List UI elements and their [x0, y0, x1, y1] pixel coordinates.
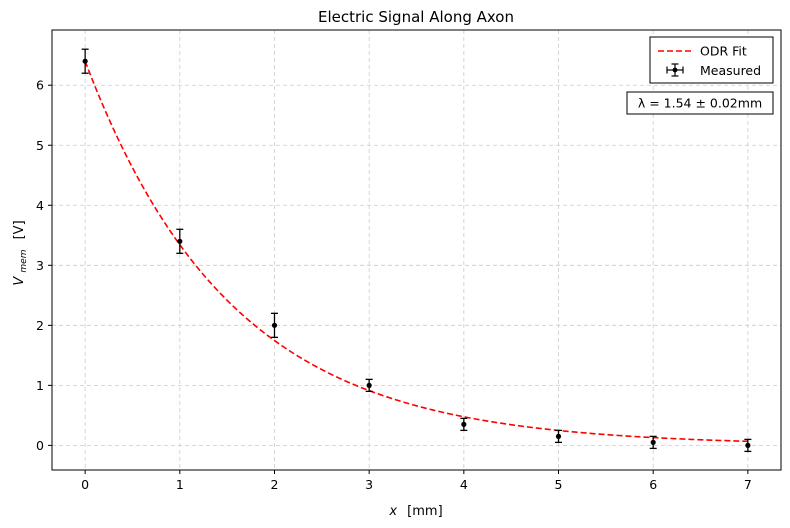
data-points-layer — [81, 48, 752, 453]
legend-measured-label: Measured — [700, 63, 761, 78]
y-axis-unit: [V] — [12, 220, 27, 239]
data-marker — [555, 433, 562, 439]
x-tick-label: 1 — [176, 477, 184, 492]
data-marker — [650, 439, 656, 445]
x-tick-label: 7 — [744, 477, 752, 492]
x-axis-variable: x — [388, 504, 397, 519]
x-axis-label: x [mm] — [388, 504, 442, 519]
y-axis-label: V mem [V] — [12, 220, 30, 285]
x-tick-label: 2 — [271, 477, 279, 492]
data-marker — [177, 238, 183, 244]
x-tick-label: 6 — [649, 477, 657, 492]
data-point — [176, 228, 184, 254]
fit-curve — [84, 60, 748, 443]
y-tick-label: 4 — [36, 198, 44, 213]
data-point — [460, 417, 468, 432]
y-tick-label: 0 — [36, 438, 44, 453]
data-point — [270, 312, 278, 338]
y-axis-subscript: mem — [19, 249, 29, 272]
annotation-box — [626, 91, 774, 115]
data-point — [555, 429, 563, 444]
x-tick-label: 0 — [81, 477, 89, 492]
y-tick-label: 3 — [36, 258, 44, 273]
x-tick-label: 3 — [365, 477, 373, 492]
legend: ODR Fit Measured — [649, 36, 774, 84]
data-marker — [745, 442, 751, 448]
y-axis-variable: V — [12, 276, 27, 286]
chart-title: Electric Signal Along Axon — [318, 8, 514, 26]
legend-box — [649, 36, 774, 84]
y-tick-label: 5 — [36, 138, 44, 153]
data-point — [365, 378, 373, 393]
data-marker — [461, 421, 467, 427]
fit-curve-layer — [84, 60, 748, 443]
x-tick-label: 4 — [460, 477, 468, 492]
x-axis-unit: [mm] — [407, 504, 442, 519]
ticks: 0 1 2 3 4 5 6 7 0 1 2 3 4 5 6 — [36, 78, 752, 492]
data-point — [81, 48, 89, 74]
data-point — [649, 435, 657, 450]
data-marker — [82, 58, 88, 64]
annotation-text: λ = 1.54 ± 0.02mm — [638, 96, 762, 111]
data-marker — [366, 382, 372, 388]
y-tick-label: 1 — [36, 378, 44, 393]
legend-measured-swatch — [666, 63, 684, 77]
fit-annotation: λ = 1.54 ± 0.02mm — [626, 91, 774, 115]
plot-frame — [51, 29, 782, 471]
y-tick-label: 6 — [36, 78, 44, 93]
data-marker — [271, 322, 278, 328]
legend-fit-label: ODR Fit — [700, 44, 747, 59]
data-point — [744, 438, 752, 453]
x-tick-label: 5 — [555, 477, 563, 492]
y-tick-label: 2 — [36, 318, 44, 333]
